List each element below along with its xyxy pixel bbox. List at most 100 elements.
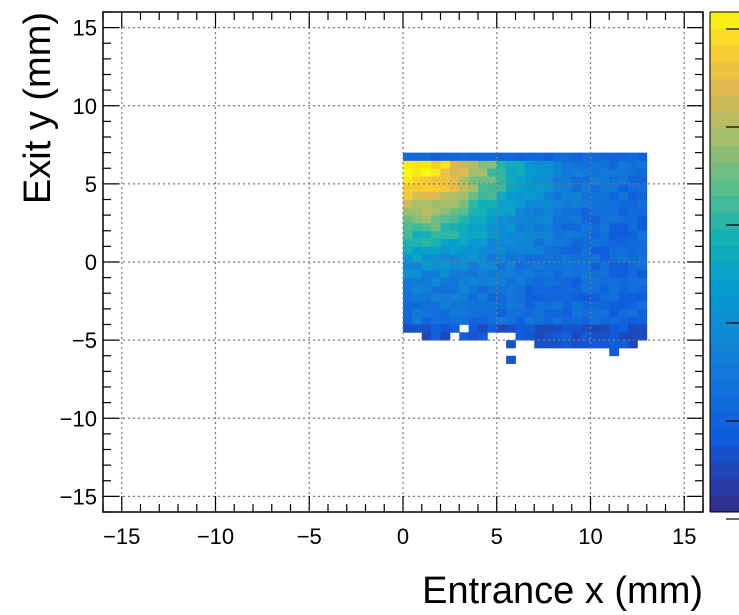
heatmap-bin xyxy=(468,191,479,200)
colorbar-segment xyxy=(710,95,739,113)
heatmap-bin xyxy=(534,222,545,232)
heatmap-bin xyxy=(590,222,601,232)
heatmap-bin xyxy=(506,215,516,224)
heatmap-bin xyxy=(496,246,507,255)
heatmap-bin xyxy=(628,340,638,349)
heatmap-bin xyxy=(515,168,526,177)
heatmap-bin xyxy=(468,246,479,255)
colorbar-segment xyxy=(710,45,739,63)
heatmap-bin xyxy=(440,152,451,161)
heatmap-bin xyxy=(403,308,413,318)
heatmap-bin xyxy=(515,262,526,271)
heatmap-bin xyxy=(637,191,648,200)
heatmap-bin xyxy=(581,246,591,255)
heatmap-bin xyxy=(524,230,535,239)
heatmap-bin xyxy=(571,207,582,216)
heatmap-bin xyxy=(431,285,441,294)
heatmap-bin xyxy=(478,301,488,310)
heatmap-bin xyxy=(562,199,573,208)
heatmap-bin xyxy=(628,207,638,216)
heatmap-bin xyxy=(543,207,554,216)
heatmap-bin xyxy=(412,301,423,310)
heatmap-bin xyxy=(599,316,610,325)
heatmap-bin xyxy=(487,254,498,263)
heatmap-bin xyxy=(553,332,563,341)
heatmap-bin xyxy=(506,199,516,208)
heatmap-bin xyxy=(403,262,413,271)
heatmap-bin xyxy=(496,293,507,302)
heatmap-bin xyxy=(487,301,498,310)
heatmap-bin xyxy=(506,191,516,200)
heatmap-bin xyxy=(562,316,573,325)
heatmap-bin xyxy=(421,230,432,239)
heatmap-bin xyxy=(599,285,610,294)
heatmap-bin xyxy=(637,222,648,232)
heatmap-bin xyxy=(459,262,470,271)
heatmap-bin xyxy=(487,168,498,177)
heatmap-bin xyxy=(487,308,498,318)
heatmap-bin xyxy=(609,152,620,161)
heatmap-bin xyxy=(590,176,601,185)
heatmap-bin xyxy=(571,262,582,271)
heatmap-bin xyxy=(440,222,451,232)
heatmap-bin xyxy=(459,332,470,341)
heatmap-bin xyxy=(618,238,629,247)
heatmap-bin xyxy=(440,168,451,177)
heatmap-bin xyxy=(403,222,413,232)
heatmap-bin xyxy=(581,277,591,286)
heatmap-bin xyxy=(637,262,648,271)
x-tick-label: −10 xyxy=(197,524,234,549)
heatmap-bin xyxy=(421,160,432,169)
heatmap-bin xyxy=(590,269,601,279)
heatmap-bin xyxy=(412,183,423,193)
heatmap-bin xyxy=(543,293,554,302)
heatmap-bin xyxy=(628,199,638,208)
heatmap-bin xyxy=(599,293,610,302)
heatmap-bin xyxy=(421,308,432,318)
heatmap-bin xyxy=(431,183,441,193)
heatmap-bin xyxy=(515,301,526,310)
heatmap-bin xyxy=(618,332,629,341)
heatmap-bin xyxy=(628,152,638,161)
heatmap-bin xyxy=(431,199,441,208)
heatmap-bin xyxy=(628,160,638,169)
heatmap-bin xyxy=(431,308,441,318)
heatmap-bin xyxy=(459,191,470,200)
heatmap-bin xyxy=(459,176,470,185)
heatmap-bin xyxy=(478,262,488,271)
heatmap-bin xyxy=(506,246,516,255)
heatmap-bin xyxy=(506,316,516,325)
heatmap-bin xyxy=(449,269,460,279)
heatmap-bin xyxy=(412,262,423,271)
heatmap-bin xyxy=(412,160,423,169)
heatmap-bin xyxy=(440,215,451,224)
heatmap-bin xyxy=(487,262,498,271)
heatmap-bin xyxy=(590,160,601,169)
heatmap-bin xyxy=(487,285,498,294)
heatmap-bin xyxy=(534,191,545,200)
heatmap-bin xyxy=(496,215,507,224)
heatmap-bin xyxy=(515,324,526,333)
heatmap-bin xyxy=(449,183,460,193)
heatmap-bin xyxy=(581,215,591,224)
heatmap-bin xyxy=(449,293,460,302)
heatmap-bin xyxy=(553,316,563,325)
heatmap-bin xyxy=(637,285,648,294)
heatmap-bin xyxy=(403,316,413,325)
heatmap-bin xyxy=(543,176,554,185)
heatmap-bin xyxy=(478,254,488,263)
heatmap-bin xyxy=(618,207,629,216)
heatmap-bin xyxy=(543,199,554,208)
colorbar-segment xyxy=(710,295,739,313)
heatmap-bin xyxy=(599,183,610,193)
heatmap-bin xyxy=(449,238,460,247)
heatmap-bin xyxy=(421,293,432,302)
heatmap-bin xyxy=(543,285,554,294)
heatmap-bin xyxy=(524,183,535,193)
heatmap-bin xyxy=(478,277,488,286)
heatmap-bin xyxy=(618,168,629,177)
heatmap-bin xyxy=(459,246,470,255)
heatmap-bin xyxy=(581,160,591,169)
heatmap-bin xyxy=(431,316,441,325)
heatmap-bin xyxy=(581,332,591,341)
